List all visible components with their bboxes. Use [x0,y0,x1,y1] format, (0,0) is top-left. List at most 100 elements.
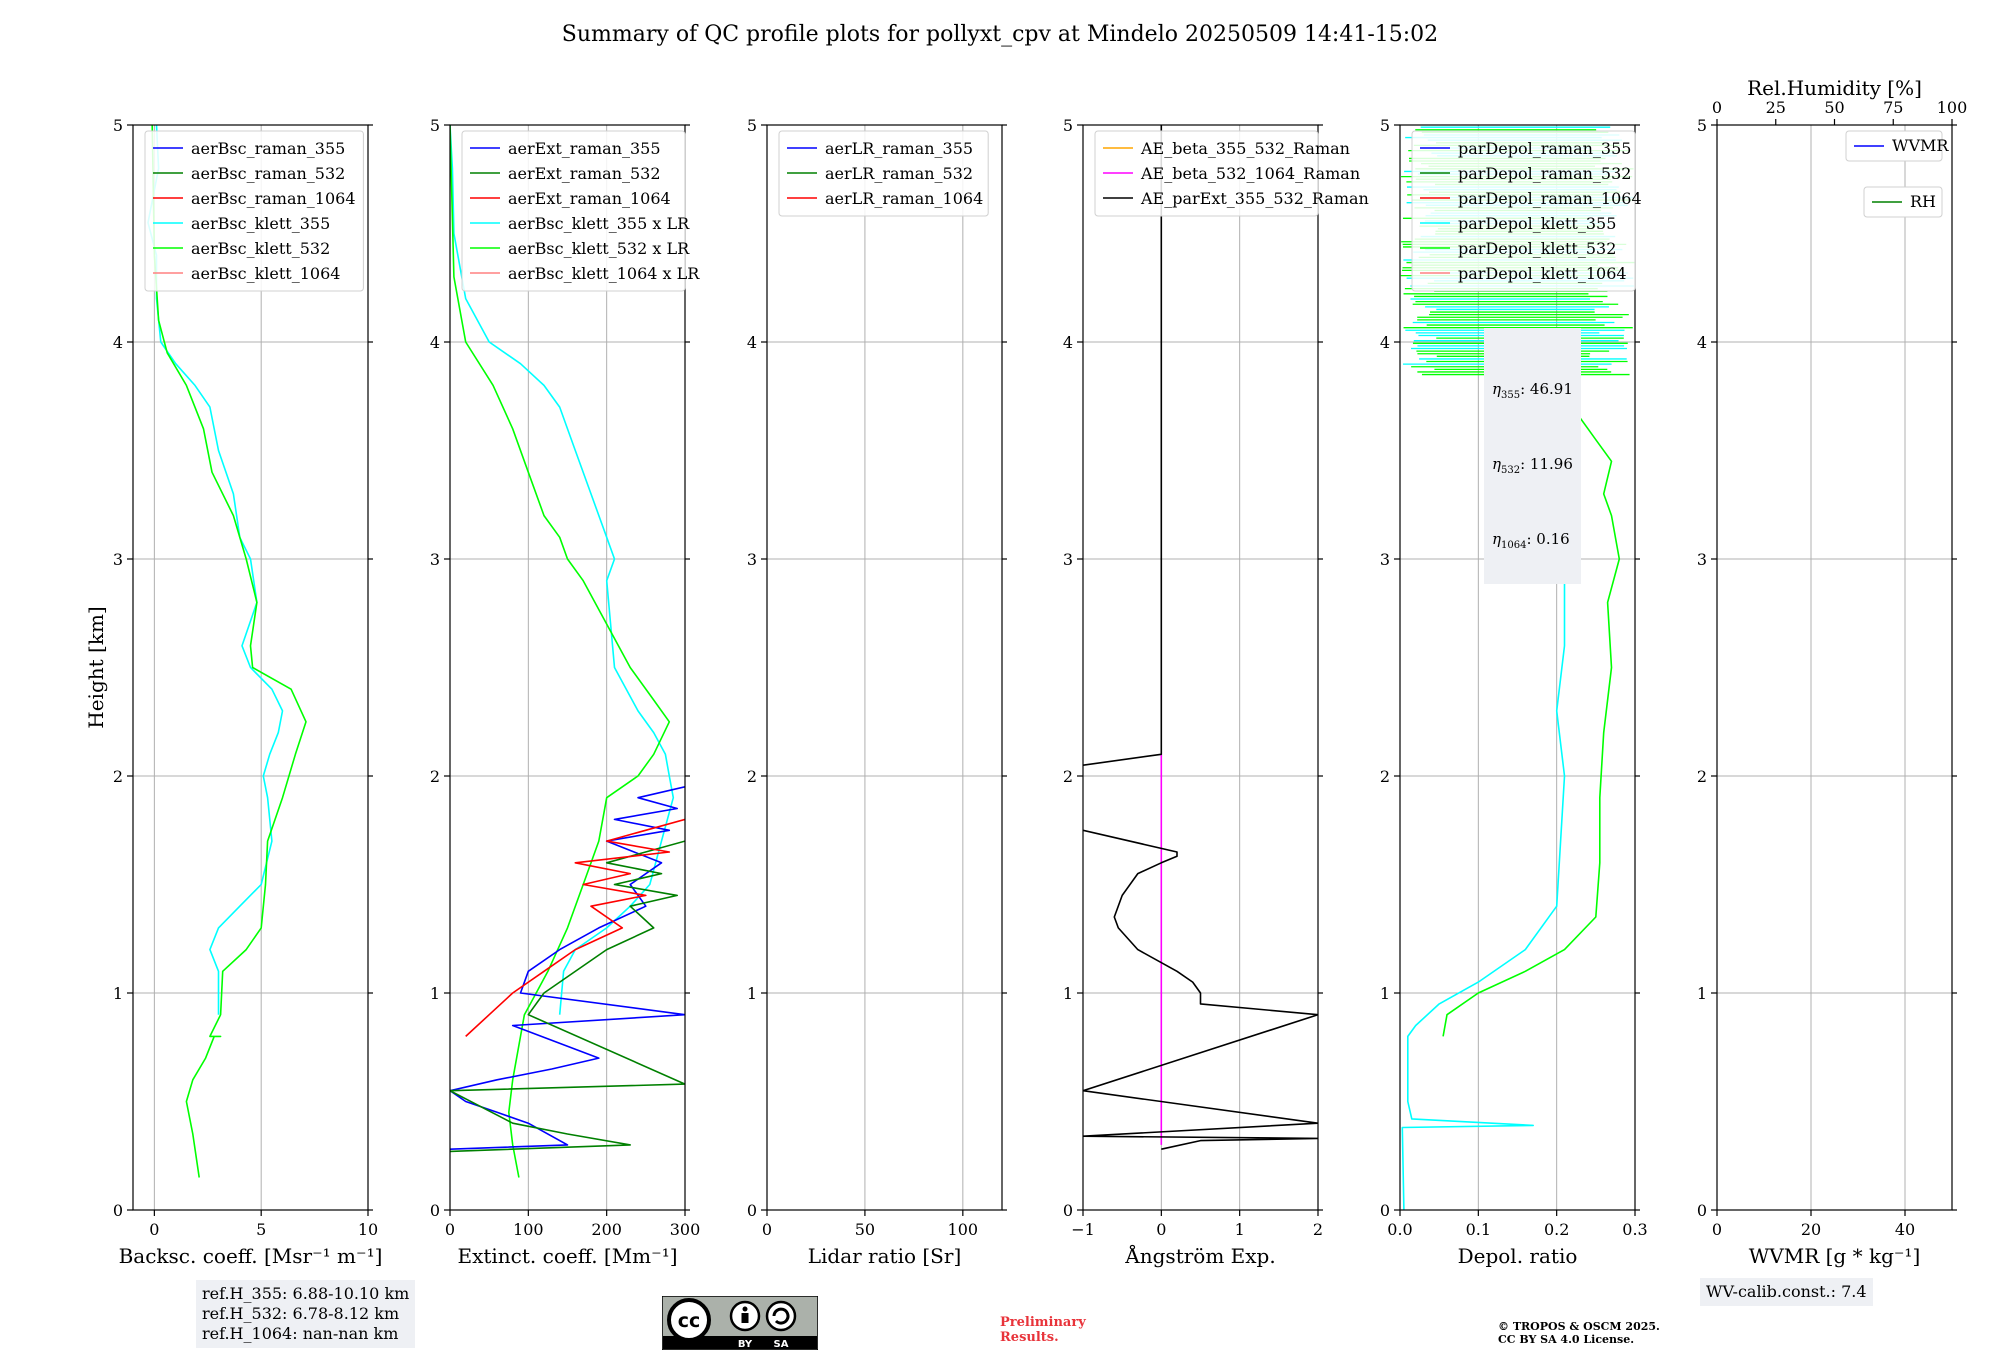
legend-frame [778,130,989,217]
legend-label: aerBsc_raman_1064 [191,189,356,208]
x-tick-label: 5 [256,1220,266,1239]
y-tick-label: 4 [1697,333,1707,352]
legend-label: aerLR_raman_1064 [825,189,983,208]
y-tick-label: 5 [113,116,123,135]
y-tick-label: 0 [747,1201,757,1220]
y-tick-label: 0 [1063,1201,1073,1220]
figure-title: Summary of QC profile plots for pollyxt_… [561,22,1439,47]
plot-frame [1082,124,1319,1211]
y-tick-label: 5 [1380,116,1390,135]
legend-label: AE_parExt_355_532_Raman [1140,189,1369,208]
y-tick-label: 0 [1697,1201,1707,1220]
y-tick-label: 3 [113,550,123,569]
plot-frame [1399,124,1636,1211]
legend-frame [1411,130,1636,292]
legend-label: AE_beta_532_1064_Raman [1140,164,1360,183]
series-line-ae-parext-355-532-raman [1083,125,1163,766]
legend-label: parDepol_raman_355 [1458,139,1631,158]
legend-label: parDepol_klett_1064 [1458,264,1627,283]
y-tick-label: 1 [430,984,440,1003]
x-tick-label: 0.2 [1544,1220,1569,1239]
y-tick-label: 4 [747,333,757,352]
x-axis-label: Lidar ratio [Sr] [808,1244,962,1268]
x-tick-label: −1 [1071,1220,1095,1239]
y-tick-label: 3 [430,550,440,569]
preliminary-line-1: Preliminary [1000,1315,1086,1330]
series-line-ae-parext-355-532-raman [1083,829,1318,1150]
series-line-aerext-raman-532 [450,840,685,1153]
y-tick-label: 5 [430,116,440,135]
y-tick-label: 3 [1380,550,1390,569]
legend-label: aerExt_raman_532 [508,164,661,183]
y-tick-label: 2 [113,767,123,786]
cc-by-label: BY [738,1339,753,1350]
y-axis-label: Height [km] [84,606,108,728]
series-line-aerbsc-klett-532 [151,125,307,1178]
y-tick-label: 1 [1063,984,1073,1003]
y-tick-label: 1 [113,984,123,1003]
eta-355: η355: 46.91 [1492,380,1573,401]
series-line-pardepol-klett-532 [1442,406,1621,1037]
x-tick-label: 0 [1156,1220,1166,1239]
y-tick-label: 1 [1697,984,1707,1003]
legend-label: WVMR [1892,136,1949,155]
cc-sa-label: SA [774,1339,789,1350]
legend-label: AE_beta_355_532_Raman [1140,139,1350,158]
legend-label: RH [1910,192,1936,211]
series-ae [1083,125,1318,1150]
y-tick-label: 2 [1063,767,1073,786]
plot-frame [449,124,686,1211]
series-line-aerext-raman-355 [450,786,685,1150]
x-tick-label: 0 [762,1220,772,1239]
x-tick-label: 0.0 [1387,1220,1412,1239]
y-tick-label: 4 [1063,333,1073,352]
y-tick-label: 2 [1697,767,1707,786]
x-tick-label: 100 [513,1220,544,1239]
legend-label: aerBsc_klett_532 x LR [508,239,690,258]
legend-ae: AE_beta_355_532_Raman AE_beta_532_1064_Ra… [1094,130,1369,217]
y-tick-label: 5 [1063,116,1073,135]
x-tick-label: 20 [1801,1220,1821,1239]
preliminary-note: Preliminary Results. [1000,1315,1086,1345]
copyright-line-1: © TROPOS & OSCM 2025. [1498,1320,1660,1333]
copyright-note: © TROPOS & OSCM 2025. CC BY SA 4.0 Licen… [1498,1320,1660,1346]
x-axis-label: Ångström Exp. [1124,1243,1275,1268]
top-x-tick-label: 100 [1937,98,1968,117]
legend-box-wvmr: WVMR [1845,130,1949,162]
x-tick-label: 1 [1235,1220,1245,1239]
panel-bsc: 0 5 10 0 1 2 3 4 5 Backsc. coeff. [Msr⁻¹ m⁻¹] Heig… [84,116,382,1268]
legend-label: aerBsc_klett_355 [191,214,330,233]
eta-532: η532: 11.96 [1492,455,1573,476]
legend-frame [1094,130,1319,217]
ref-height-355: ref.H_355: 6.88-10.10 km [202,1284,410,1303]
y-tick-label: 2 [1380,767,1390,786]
legend-label: aerBsc_raman_532 [191,164,345,183]
legend-label: parDepol_klett_532 [1458,239,1616,258]
y-tick-label: 4 [1380,333,1390,352]
top-x-tick-label: 50 [1824,98,1844,117]
legend-label: parDepol_raman_1064 [1458,189,1642,208]
x-tick-label: 0 [445,1220,455,1239]
legend-frame [1845,130,1943,162]
eta-1064: η1064: 0.16 [1492,530,1570,551]
legend-frame [1863,186,1943,218]
x-tick-label: 40 [1895,1220,1915,1239]
legend-label: parDepol_raman_532 [1458,164,1631,183]
legend-frame [461,130,686,292]
y-tick-label: 0 [430,1201,440,1220]
cc-license-icon: cc BY SA [662,1296,818,1350]
legend-ext: aerExt_raman_355 aerExt_raman_532 aerExt_r… [461,130,700,292]
x-axis-label: Depol. ratio [1458,1244,1578,1268]
legend-label: aerLR_raman_355 [825,139,973,158]
legend-label: aerExt_raman_1064 [508,189,671,208]
svg-text:cc: cc [678,1310,701,1332]
y-tick-label: 4 [430,333,440,352]
preliminary-line-2: Results. [1000,1330,1059,1345]
top-axis-label: Rel.Humidity [%] [1747,76,1922,100]
x-tick-label: 10 [358,1220,378,1239]
legend-frame [144,130,364,292]
y-tick-label: 2 [747,767,757,786]
y-tick-label: 0 [113,1201,123,1220]
legend-label: aerBsc_klett_1064 x LR [508,264,700,283]
